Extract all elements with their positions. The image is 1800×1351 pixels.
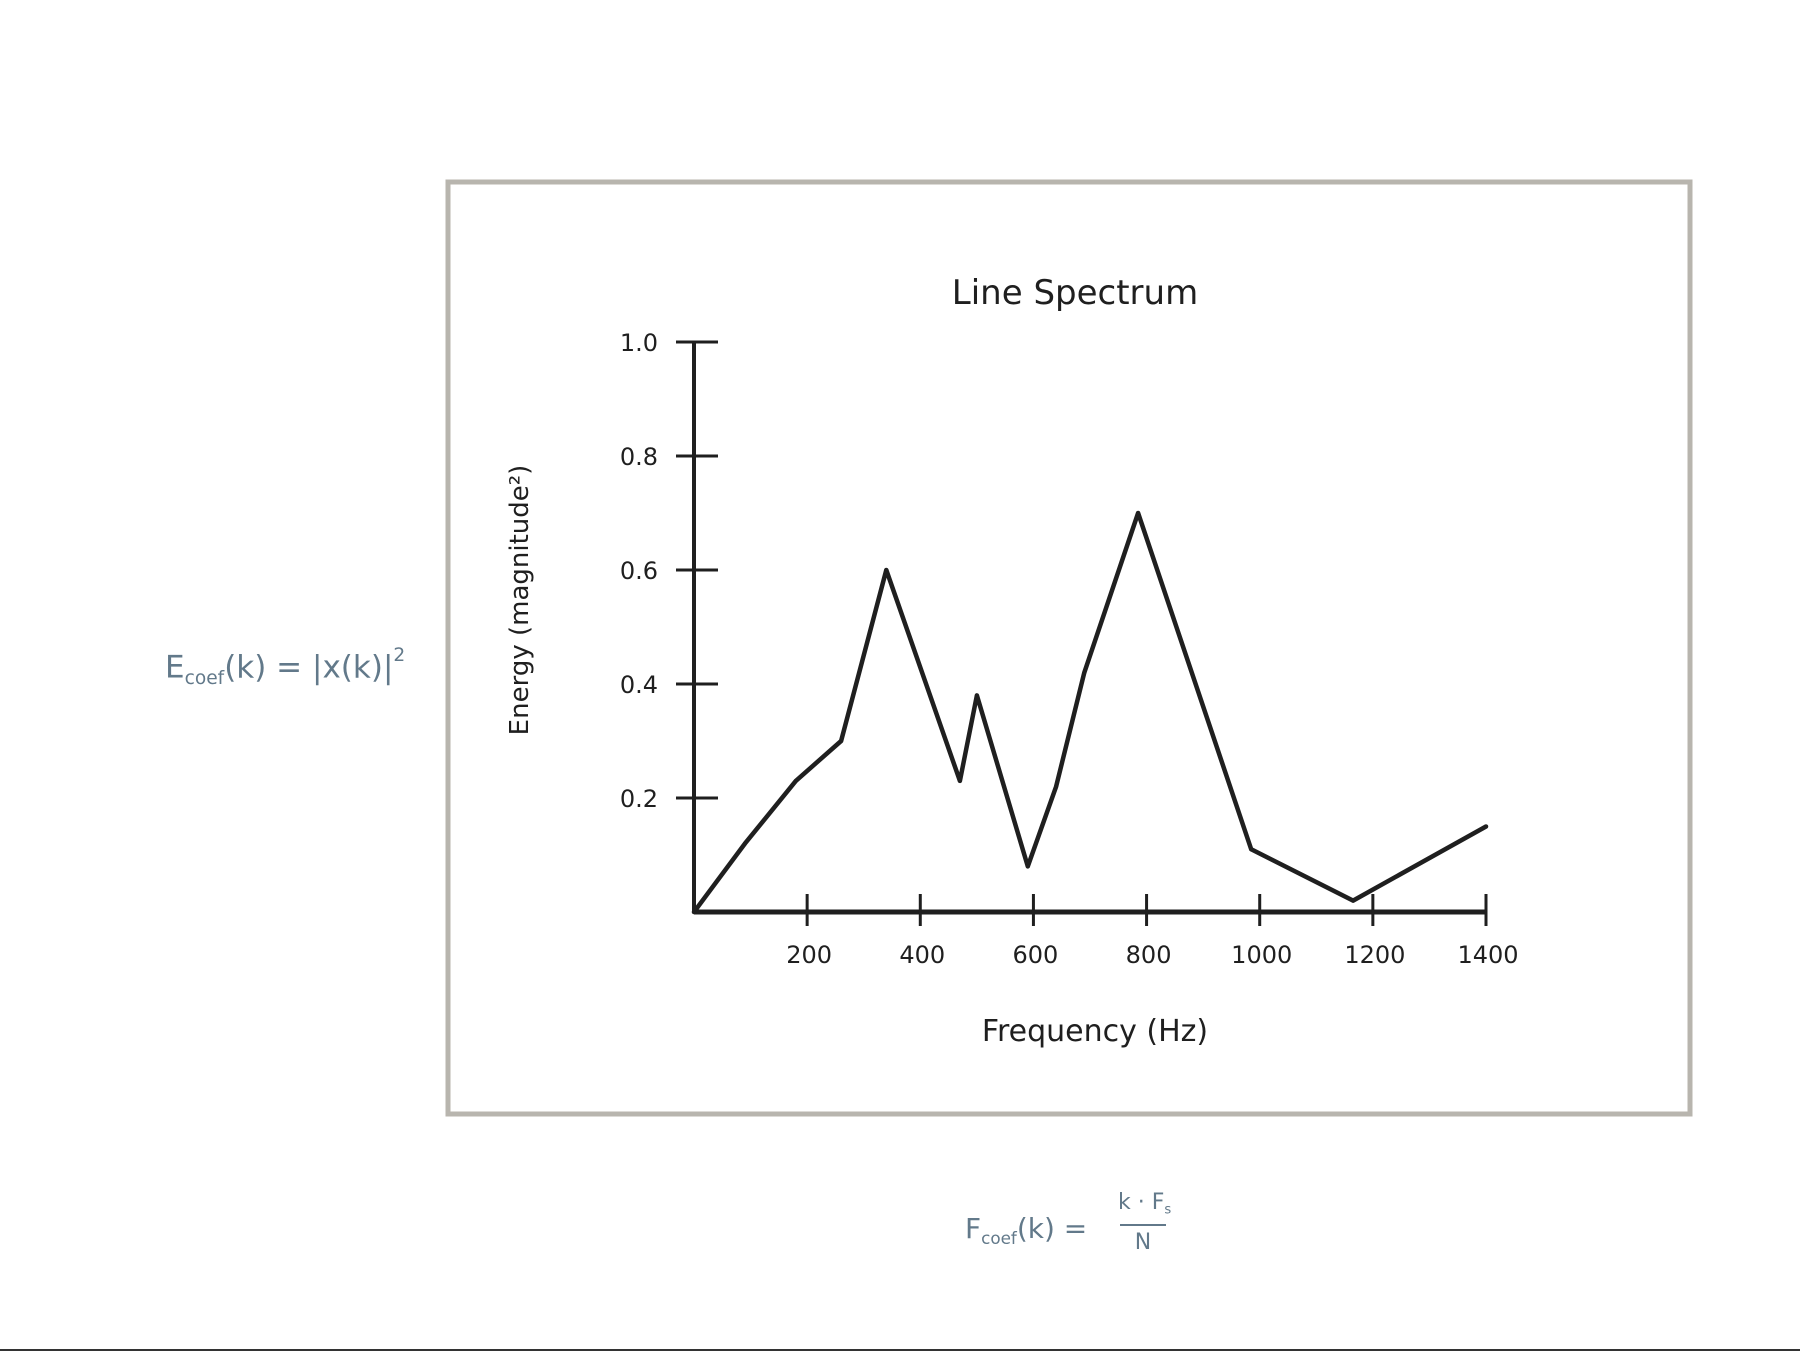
frequency-formula-fraction: k · Fs N (1118, 1190, 1172, 1255)
spectrum-point (957, 778, 962, 783)
energy-formula: Ecoef(k) = |x(k)|2 (165, 645, 405, 689)
x-tick-label-400: 400 (899, 941, 945, 969)
spectrum-point (884, 568, 889, 572)
energy-formula-e: E (165, 649, 185, 686)
spectrum-point (793, 778, 798, 783)
x-tick-label-1200: 1200 (1344, 941, 1405, 969)
frequency-formula-denominator: N (1134, 1230, 1152, 1255)
spectrum-point (1054, 784, 1059, 789)
x-tick-label-1400: 1400 (1457, 941, 1518, 969)
spectrum-point (692, 910, 696, 914)
frequency-formula-num-text: k · F (1118, 1190, 1165, 1215)
chart-title: Line Spectrum (952, 273, 1198, 313)
spectrum-line-0 (691, 510, 1489, 915)
spectrum-point (839, 739, 844, 743)
frequency-formula-numerator: k · Fs (1118, 1190, 1172, 1222)
chart-frame (445, 179, 1693, 1117)
y-tick-label-0-4: 0.4 (620, 671, 658, 699)
y-tick-label-0-6: 0.6 (620, 557, 658, 585)
spectrum-point (1082, 670, 1087, 675)
frequency-formula-bar (1120, 1224, 1166, 1226)
energy-formula-sub: coef (184, 668, 225, 690)
y-tick-label-1: 1.0 (620, 329, 658, 357)
spectrum-point (1484, 824, 1488, 829)
y-tick-label-0-8: 0.8 (620, 443, 658, 471)
spectrum-point (1025, 864, 1030, 869)
x-axis-label: Frequency (Hz) (982, 1014, 1208, 1049)
plot-area: 200 400 600 800 1000 1200 1400 0.2 0.4 0.6 0.8 1.0 (620, 329, 1519, 969)
bottom-border (0, 1349, 1800, 1351)
x-tick-label-200: 200 (786, 941, 832, 969)
spectrum-point (1136, 511, 1141, 515)
frequency-formula-f: F (965, 1212, 982, 1245)
frequency-formula-sub: coef (981, 1227, 1017, 1248)
x-tick-label-800: 800 (1126, 941, 1172, 969)
frequency-formula-rest: (k) = (1016, 1212, 1088, 1245)
spectrum-point (1351, 898, 1356, 903)
spectrum-point (742, 841, 747, 846)
x-tick-label-1000: 1000 (1231, 941, 1292, 969)
energy-formula-rest: (k) = |x(k)| (224, 649, 394, 686)
spectrum-point (1249, 847, 1254, 852)
frequency-formula-lhs: Fcoef(k) = (965, 1212, 1087, 1248)
energy-formula-sup: 2 (393, 645, 406, 666)
spectrum-point (974, 693, 979, 698)
y-tick-label-0-2: 0.2 (620, 785, 658, 813)
x-tick-label-600: 600 (1013, 941, 1059, 969)
frequency-formula-num-sub: s (1164, 1202, 1172, 1218)
y-axis-label: Energy (magnitude²) (505, 465, 535, 736)
